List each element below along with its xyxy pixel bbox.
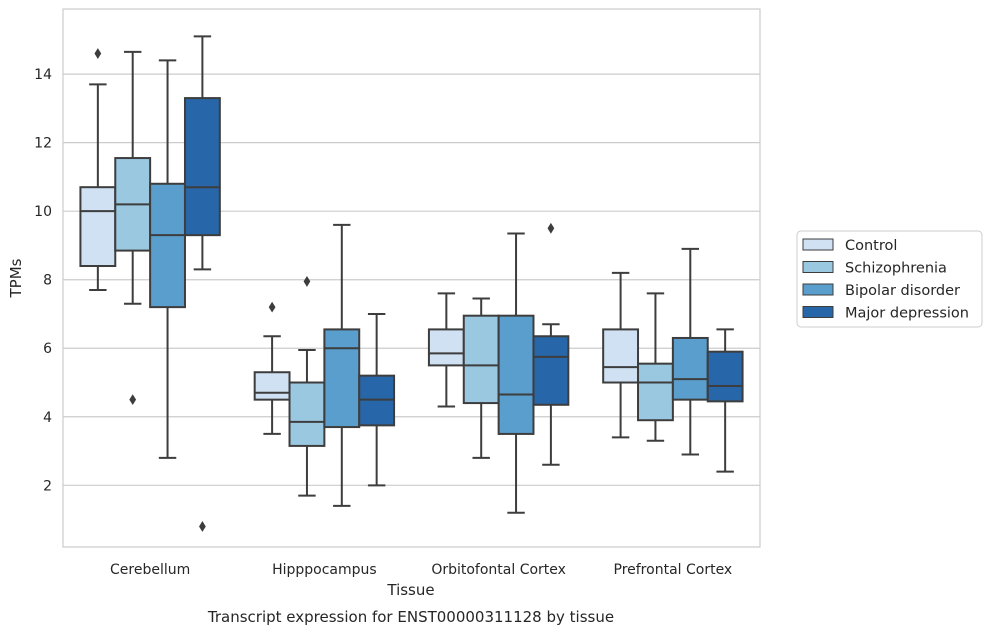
y-tick-labels: 2 4 6 8 10 12 14 [34,67,52,494]
box-0-2 [427,292,465,408]
box-3-0 [183,35,221,532]
box-iqr [183,97,221,237]
outlier-point [199,521,206,532]
box-iqr [427,328,465,367]
y-tick-label: 14 [34,67,52,83]
box-iqr [497,314,535,435]
box-iqr [706,350,744,403]
box-iqr [532,335,570,406]
box-iqr [288,381,326,447]
legend-frame [796,230,983,328]
box-2-1 [323,223,361,507]
legend-swatch-2 [802,283,834,296]
plot-area-frame [62,8,761,548]
y-tick-label: 12 [34,136,52,152]
y-tick-label: 2 [43,478,52,494]
box-iqr [253,371,291,401]
box-iqr [149,182,186,309]
y-tick-label: 4 [43,410,52,426]
box-0-1 [253,301,291,435]
box-3-1 [358,312,396,487]
box-iqr [323,328,361,429]
outlier-point [94,48,102,59]
x-tick-labels: Cerebellum Hipppocampus Orbitofontal Corte… [110,562,732,578]
legend: Control Schizophrenia Bipolar disorder Majo… [796,230,983,328]
box-2-2 [497,232,535,514]
x-tick-label-3: Prefrontal Cortex [614,562,733,578]
y-axis-label: TPMs [7,258,25,298]
outlier-point [303,276,311,287]
box-3-3 [706,328,744,473]
box-2-0 [149,59,186,459]
y-tick-label: 8 [43,273,52,289]
y-tick-label: 6 [43,341,52,357]
box-2-3 [671,247,709,456]
box-iqr [79,186,117,268]
boxes [79,35,744,532]
box-1-3 [637,292,674,442]
outlier-point [268,301,276,313]
legend-swatch-0 [802,238,834,251]
box-iqr [671,336,709,401]
box-0-0 [79,48,117,291]
outlier-point [129,394,137,406]
box-1-0 [114,50,152,406]
chart-caption: Transcript expression for ENST0000031112… [207,608,614,626]
legend-label-0: Control [845,238,897,254]
box-iqr [602,328,640,384]
box-iqr [637,362,674,422]
x-tick-label-0: Cerebellum [110,562,190,578]
box-iqr [462,314,500,405]
legend-swatch-3 [802,306,834,318]
y-tick-label: 10 [34,204,52,220]
legend-label-2: Bipolar disorder [845,283,960,299]
box-0-3 [602,271,640,439]
outlier-point [547,222,555,234]
x-tick-label-2: Orbitofontal Cortex [431,562,566,578]
legend-label-1: Schizophrenia [845,261,947,277]
box-1-2 [462,297,500,459]
legend-swatch-1 [802,261,834,273]
box-1-1 [288,276,326,497]
box-3-2 [532,222,570,466]
x-axis-label: Tissue [386,581,434,599]
legend-label-3: Major depression [845,306,969,322]
x-tick-label-1: Hipppocampus [272,562,377,578]
